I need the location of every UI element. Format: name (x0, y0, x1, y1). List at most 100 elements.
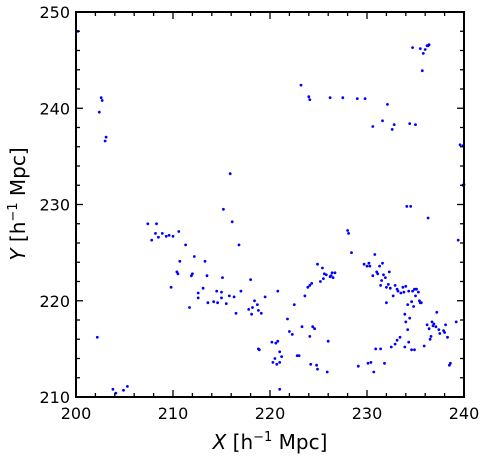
data-point (274, 341, 278, 345)
data-point (454, 320, 458, 324)
data-point (256, 303, 259, 306)
data-point (275, 362, 279, 366)
data-point (192, 255, 196, 258)
data-point (401, 285, 405, 289)
data-point (306, 285, 310, 289)
data-point (324, 273, 328, 277)
data-point (346, 229, 349, 232)
data-point (308, 284, 312, 287)
data-point (196, 296, 200, 300)
data-point (308, 98, 312, 101)
y-tick-label: 250 (39, 3, 70, 22)
data-point (372, 370, 376, 374)
data-point (434, 325, 438, 329)
data-point (444, 323, 447, 327)
data-point (290, 333, 294, 336)
data-point (315, 363, 318, 367)
data-point (263, 295, 267, 299)
data-point (216, 301, 220, 305)
data-point (222, 207, 225, 211)
data-point (99, 96, 103, 100)
data-point (408, 122, 412, 125)
data-point (122, 388, 125, 392)
data-point (176, 272, 180, 276)
data-point (446, 335, 449, 339)
data-point (103, 139, 107, 143)
data-point (407, 340, 411, 344)
data-point (126, 385, 129, 388)
data-point (458, 143, 462, 147)
data-point (393, 342, 397, 346)
y-tick-label: 230 (39, 196, 70, 215)
data-point (178, 259, 182, 263)
data-point (307, 95, 311, 99)
data-point (146, 222, 150, 226)
data-point (384, 276, 387, 279)
x-tick-label: 210 (158, 404, 189, 423)
data-point (322, 277, 325, 280)
data-point (387, 270, 391, 274)
data-point (221, 276, 224, 279)
data-point (299, 83, 303, 87)
x-tick-label: 230 (352, 404, 383, 423)
data-point (308, 335, 312, 338)
data-point (432, 322, 436, 326)
data-point (309, 362, 313, 366)
data-point (278, 361, 282, 364)
data-point (104, 135, 108, 139)
data-point (404, 320, 408, 324)
data-point (288, 330, 291, 333)
data-point (402, 290, 406, 294)
data-point (220, 296, 223, 300)
data-point (403, 312, 407, 316)
data-point (415, 287, 418, 291)
data-point (249, 278, 253, 281)
data-point (371, 274, 375, 278)
data-point (150, 238, 154, 242)
data-point (205, 274, 209, 278)
data-point (410, 348, 413, 352)
data-point (427, 327, 431, 331)
data-point (326, 339, 330, 343)
data-point (154, 232, 157, 235)
data-point (380, 279, 383, 282)
data-point (385, 301, 388, 305)
data-point (437, 328, 441, 331)
data-point (421, 52, 425, 55)
x-tick-labels: 200 210 220 230 240 (61, 404, 480, 423)
data-point (379, 347, 382, 351)
data-point (300, 325, 304, 329)
data-point (331, 276, 335, 279)
data-point (383, 361, 386, 365)
y-tick-label: 210 (39, 388, 70, 407)
data-point (201, 286, 205, 290)
data-point (382, 273, 385, 277)
data-point (157, 235, 160, 239)
data-point (409, 205, 413, 208)
data-point (363, 97, 367, 100)
data-point (111, 387, 115, 391)
y-tick-labels: 210 220 230 240 250 (39, 3, 70, 407)
data-point (438, 332, 442, 335)
data-point (427, 43, 431, 47)
data-point (184, 243, 188, 247)
data-point (276, 339, 280, 343)
data-point (167, 233, 171, 237)
data-point (386, 103, 389, 106)
data-point (391, 294, 395, 298)
data-point (276, 289, 280, 293)
data-point (303, 294, 307, 298)
data-point (329, 274, 333, 278)
data-point (311, 325, 315, 329)
data-point (404, 284, 408, 288)
data-point (414, 294, 417, 298)
data-point (169, 285, 173, 289)
data-point (250, 312, 254, 316)
data-point (365, 264, 369, 268)
data-point (273, 357, 277, 360)
data-point (368, 264, 372, 268)
data-point (395, 338, 399, 342)
data-point (177, 230, 181, 233)
data-point (97, 110, 101, 114)
data-point (381, 261, 384, 265)
